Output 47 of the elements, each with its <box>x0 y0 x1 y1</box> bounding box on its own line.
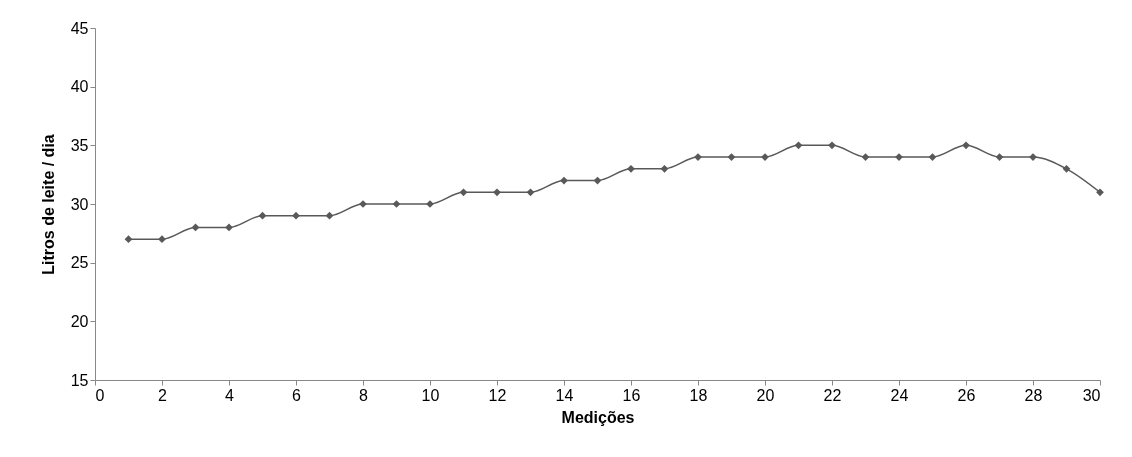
x-tick-label: 22 <box>823 386 842 404</box>
point <box>560 176 568 185</box>
x-tick-label: 18 <box>689 386 708 404</box>
x-tick-label: 2 <box>158 386 168 404</box>
y-tick-label: 35 <box>70 136 89 154</box>
point <box>794 141 803 150</box>
x-tick-label: 0 <box>95 386 105 404</box>
y-tick-label: 20 <box>70 312 89 330</box>
point <box>727 153 736 161</box>
x-tick-label: 6 <box>292 386 302 404</box>
y-axis-title: Litros de leite / dia <box>39 134 57 275</box>
point <box>526 188 535 197</box>
point <box>995 153 1004 161</box>
point <box>861 153 870 161</box>
x-tick-label: 30 <box>1082 386 1101 404</box>
point <box>828 141 836 150</box>
y-tick-label: 45 <box>70 19 89 37</box>
x-tick-label: 24 <box>890 386 909 404</box>
point <box>124 235 133 244</box>
point <box>928 153 937 161</box>
point <box>392 200 401 208</box>
point <box>158 235 166 244</box>
x-axis-title: Medições <box>561 408 635 426</box>
point <box>325 211 334 220</box>
x-tick-label: 14 <box>555 386 574 404</box>
point <box>962 141 970 150</box>
x-tick-label: 4 <box>225 386 235 404</box>
point <box>1062 164 1071 173</box>
x-tick-label: 28 <box>1024 386 1043 404</box>
y-tick-label: 15 <box>70 371 89 389</box>
point <box>1096 188 1104 197</box>
point <box>627 164 635 173</box>
y-tick-label: 25 <box>70 254 89 272</box>
x-tick-label: 8 <box>359 386 369 404</box>
x-tick-label: 12 <box>488 386 507 404</box>
x-tick-label: 10 <box>421 386 440 404</box>
x-tick-label: 20 <box>756 386 775 404</box>
x-tick-label: 26 <box>957 386 976 404</box>
point <box>459 188 468 197</box>
y-tick-label: 30 <box>70 195 89 213</box>
point <box>493 188 501 197</box>
point <box>258 211 267 220</box>
x-tick-label: 16 <box>622 386 641 404</box>
point <box>292 211 300 220</box>
y-tick-label: 40 <box>70 78 89 96</box>
point <box>225 223 233 232</box>
point <box>660 164 669 173</box>
